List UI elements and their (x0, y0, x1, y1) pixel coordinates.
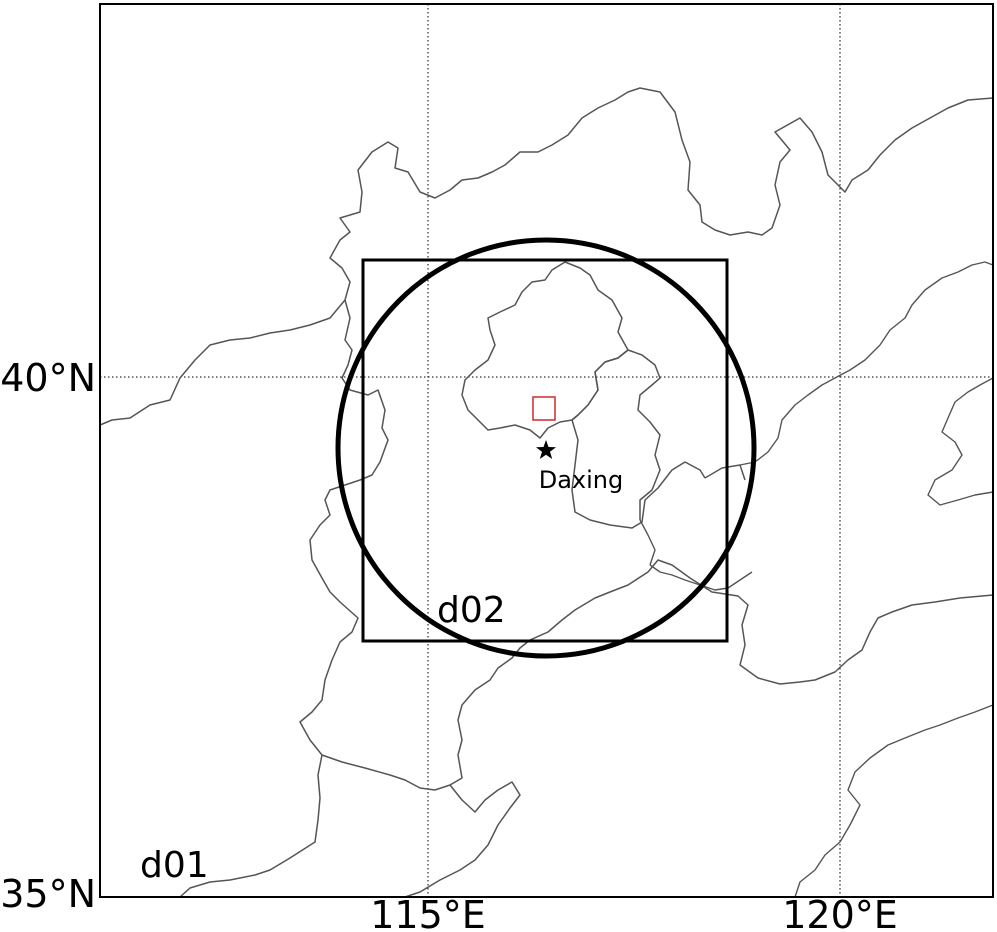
lon-label-115: 115°E (370, 893, 486, 932)
star-icon (536, 440, 556, 459)
beijing-boundary (461, 261, 629, 439)
lat-label-35: 35°N (0, 872, 96, 916)
hebei-shanxi-boundary (179, 299, 389, 898)
lon-label-120: 120°E (782, 893, 898, 932)
bohai-coast (704, 261, 994, 479)
inner-line-east (739, 464, 746, 481)
tianjin-boundary (571, 419, 706, 529)
liaodong-coast (927, 377, 994, 506)
western-boundary (99, 87, 994, 426)
site-label: Daxing (539, 466, 624, 494)
d01-label: d01 (140, 845, 209, 886)
radar-range-ring (335, 237, 757, 659)
southern-boundary (321, 559, 994, 791)
highlight-box (532, 396, 556, 421)
graticule (100, 4, 993, 897)
shandong-coast (794, 704, 994, 898)
lat-label-40: 40°N (0, 356, 96, 400)
d02-domain-box (361, 258, 729, 643)
d02-label: d02 (437, 590, 506, 631)
bohai-west-coast (639, 519, 656, 566)
southern-inland-line (404, 781, 521, 898)
map-frame (99, 3, 994, 898)
